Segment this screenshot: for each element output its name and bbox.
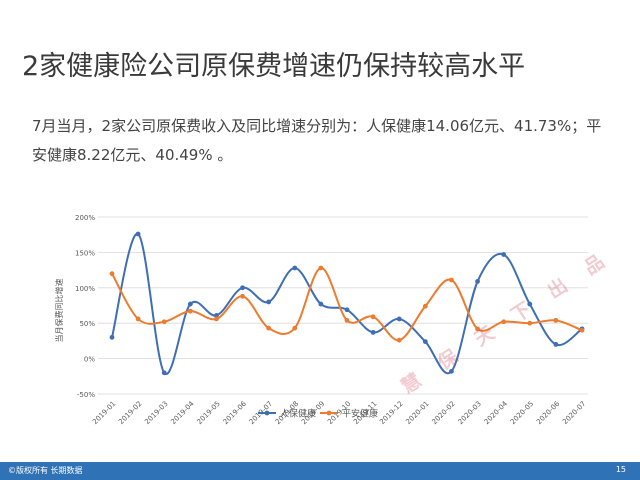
chart-legend: 人保健康 平安健康 — [258, 408, 378, 420]
data-point — [187, 308, 193, 314]
y-axis-label: 当月保费同比增速 — [54, 279, 64, 343]
legend-item: 人保健康 — [258, 408, 316, 420]
data-point — [422, 339, 428, 345]
x-tick-label: 2019-05 — [196, 400, 222, 426]
data-point — [501, 319, 507, 325]
data-point — [370, 314, 376, 320]
data-point — [161, 370, 167, 376]
data-point — [553, 317, 559, 323]
data-point — [109, 271, 115, 277]
y-tick-label: 150% — [75, 249, 95, 257]
x-tick-label: 2019-06 — [222, 399, 249, 426]
x-tick-label: 2020-06 — [535, 399, 562, 426]
y-tick-label: 100% — [75, 285, 95, 293]
data-point — [109, 334, 115, 340]
chart-series — [109, 231, 585, 376]
series-2 — [109, 265, 585, 343]
x-tick-label: 2020-05 — [509, 400, 535, 426]
x-tick-label: 2020-01 — [404, 400, 430, 426]
data-point — [266, 299, 272, 305]
data-point — [292, 325, 298, 331]
data-point — [527, 320, 533, 326]
footer-copyright: ©版权所有 长期数据 — [8, 466, 83, 475]
legend-label: 人保健康 — [280, 408, 316, 420]
x-axis-ticks: 2019-01 2019-02 2019-03 2019-04 2019-05 2019-… — [91, 399, 587, 426]
x-tick-label: 2019-01 — [91, 400, 117, 426]
x-tick-label: 2020-04 — [483, 399, 510, 426]
data-point — [214, 316, 219, 322]
data-point — [344, 317, 350, 323]
y-tick-label: 200% — [75, 214, 95, 222]
legend-item: 平安健康 — [320, 408, 378, 420]
x-tick-label: 2019-04 — [169, 399, 196, 426]
chart-gridlines — [98, 216, 588, 395]
data-point — [449, 277, 454, 283]
y-axis-ticks: -50% 0% 50% 100% 150% 200% — [75, 214, 95, 399]
x-tick-label: 2020-07 — [561, 400, 587, 426]
data-point — [344, 307, 350, 313]
series-line — [111, 232, 583, 375]
data-point — [370, 330, 376, 335]
page-title: 2家健康险公司原保费增速仍保持较高水平 — [22, 51, 526, 82]
footer-bar: ©版权所有 长期数据 15 — [0, 462, 640, 480]
data-point — [475, 279, 480, 284]
line-chart: -50%0%50%100%150%200% 当月保费同比增速 2019-01 20… — [54, 214, 588, 426]
data-point — [553, 342, 559, 347]
data-point — [135, 316, 141, 322]
data-point — [292, 265, 298, 271]
data-point — [318, 265, 324, 271]
data-point — [266, 325, 272, 331]
legend-marker — [264, 410, 270, 416]
y-tick-label: -50% — [77, 391, 95, 399]
data-point — [135, 231, 141, 237]
data-point — [396, 337, 402, 343]
page-number: 15 — [615, 465, 626, 474]
data-point — [240, 293, 245, 299]
data-point — [187, 301, 193, 307]
data-point — [501, 252, 507, 257]
data-point — [214, 313, 219, 318]
page-subtitle: 7月当月，2家公司原保费收入及同比增速分别为：人保健康14.06亿元、41.73… — [32, 117, 602, 164]
x-tick-label: 2020-03 — [457, 400, 483, 426]
x-tick-label: 2019-12 — [378, 400, 404, 426]
x-tick-label: 2019-03 — [143, 400, 169, 426]
data-point — [396, 316, 402, 322]
data-point — [422, 303, 428, 309]
data-point — [579, 327, 585, 333]
data-point — [449, 368, 454, 374]
data-point — [161, 319, 167, 325]
legend-marker — [326, 410, 332, 416]
x-tick-label: 2020-02 — [431, 400, 457, 426]
data-point — [527, 301, 533, 307]
series-1 — [109, 231, 585, 376]
y-tick-label: 50% — [79, 320, 95, 328]
data-point — [240, 285, 245, 291]
data-point — [475, 326, 480, 332]
x-tick-label: 2019-02 — [117, 400, 143, 426]
legend-label: 平安健康 — [342, 408, 378, 420]
y-tick-label: 0% — [84, 356, 95, 364]
data-point — [318, 301, 324, 307]
